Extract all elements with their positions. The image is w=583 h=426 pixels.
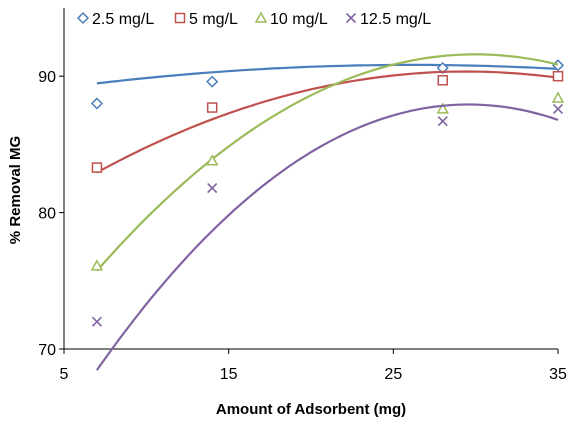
y-axis-title-group: % Removal MG: [7, 136, 24, 244]
data-point-5-mg-l: [206, 102, 218, 113]
legend-label: 10 mg/L: [270, 11, 328, 28]
legend-item-2-5-mg-l: 2.5 mg/L: [76, 11, 154, 28]
legend-marker: [76, 11, 90, 25]
y-tick-label: 80: [38, 206, 56, 223]
x-marker-stroke: [552, 103, 564, 115]
data-point-2-5-mg-l: [436, 61, 449, 75]
legend-label: 12.5 mg/L: [360, 11, 431, 28]
legend-marker: [345, 12, 357, 24]
data-point-2-5-mg-l: [206, 75, 219, 88]
data-point-10-mg-l: [90, 259, 104, 271]
x-marker-stroke: [437, 116, 448, 127]
legend-item-10-mg-l: 10 mg/L: [254, 11, 328, 28]
x-tick-label: 35: [549, 366, 567, 383]
data-point-5-mg-l: [437, 75, 448, 86]
legend: 2.5 mg/L 5 mg/L 10 mg/L 12.5 mg/L: [76, 11, 431, 28]
x-tick-label: 25: [384, 366, 402, 383]
data-point-5-mg-l: [91, 162, 103, 173]
data-point-10-mg-l: [551, 91, 565, 103]
x-axis-title: Amount of Adsorbent (mg): [216, 401, 406, 418]
data-point-12-5-mg-l: [552, 103, 564, 115]
x-marker-stroke: [345, 12, 357, 24]
x-marker-stroke: [207, 182, 218, 194]
legend-label: 2.5 mg/L: [92, 11, 154, 28]
data-point-10-mg-l: [436, 102, 450, 114]
x-tick-label: 5: [60, 366, 69, 383]
plot-area: 70 80 90 5 15 25 35: [38, 8, 567, 383]
y-tick-label: 70: [38, 342, 56, 359]
legend-marker: [254, 11, 268, 23]
x-marker-stroke: [91, 316, 102, 327]
y-axis-title: % Removal MG: [7, 136, 24, 244]
y-tick-label: 90: [38, 69, 56, 86]
trendline-12-5-mg-l: [96, 103, 559, 371]
data-point-12-5-mg-l: [207, 182, 218, 194]
trendline-2-5-mg-l: [96, 63, 559, 85]
trendline-10-mg-l: [96, 53, 559, 272]
data-point-5-mg-l: [552, 70, 564, 82]
data-point-12-5-mg-l: [91, 316, 102, 327]
data-point-2-5-mg-l: [90, 97, 103, 110]
data-point-10-mg-l: [205, 154, 219, 166]
data-point-12-5-mg-l: [437, 116, 448, 127]
legend-label: 5 mg/L: [189, 11, 238, 28]
trendline-5-mg-l: [96, 70, 559, 174]
legend-item-5-mg-l: 5 mg/L: [174, 11, 238, 28]
x-tick-label: 15: [220, 366, 238, 383]
legend-item-12-5-mg-l: 12.5 mg/L: [345, 11, 431, 28]
legend-marker: [174, 12, 186, 24]
